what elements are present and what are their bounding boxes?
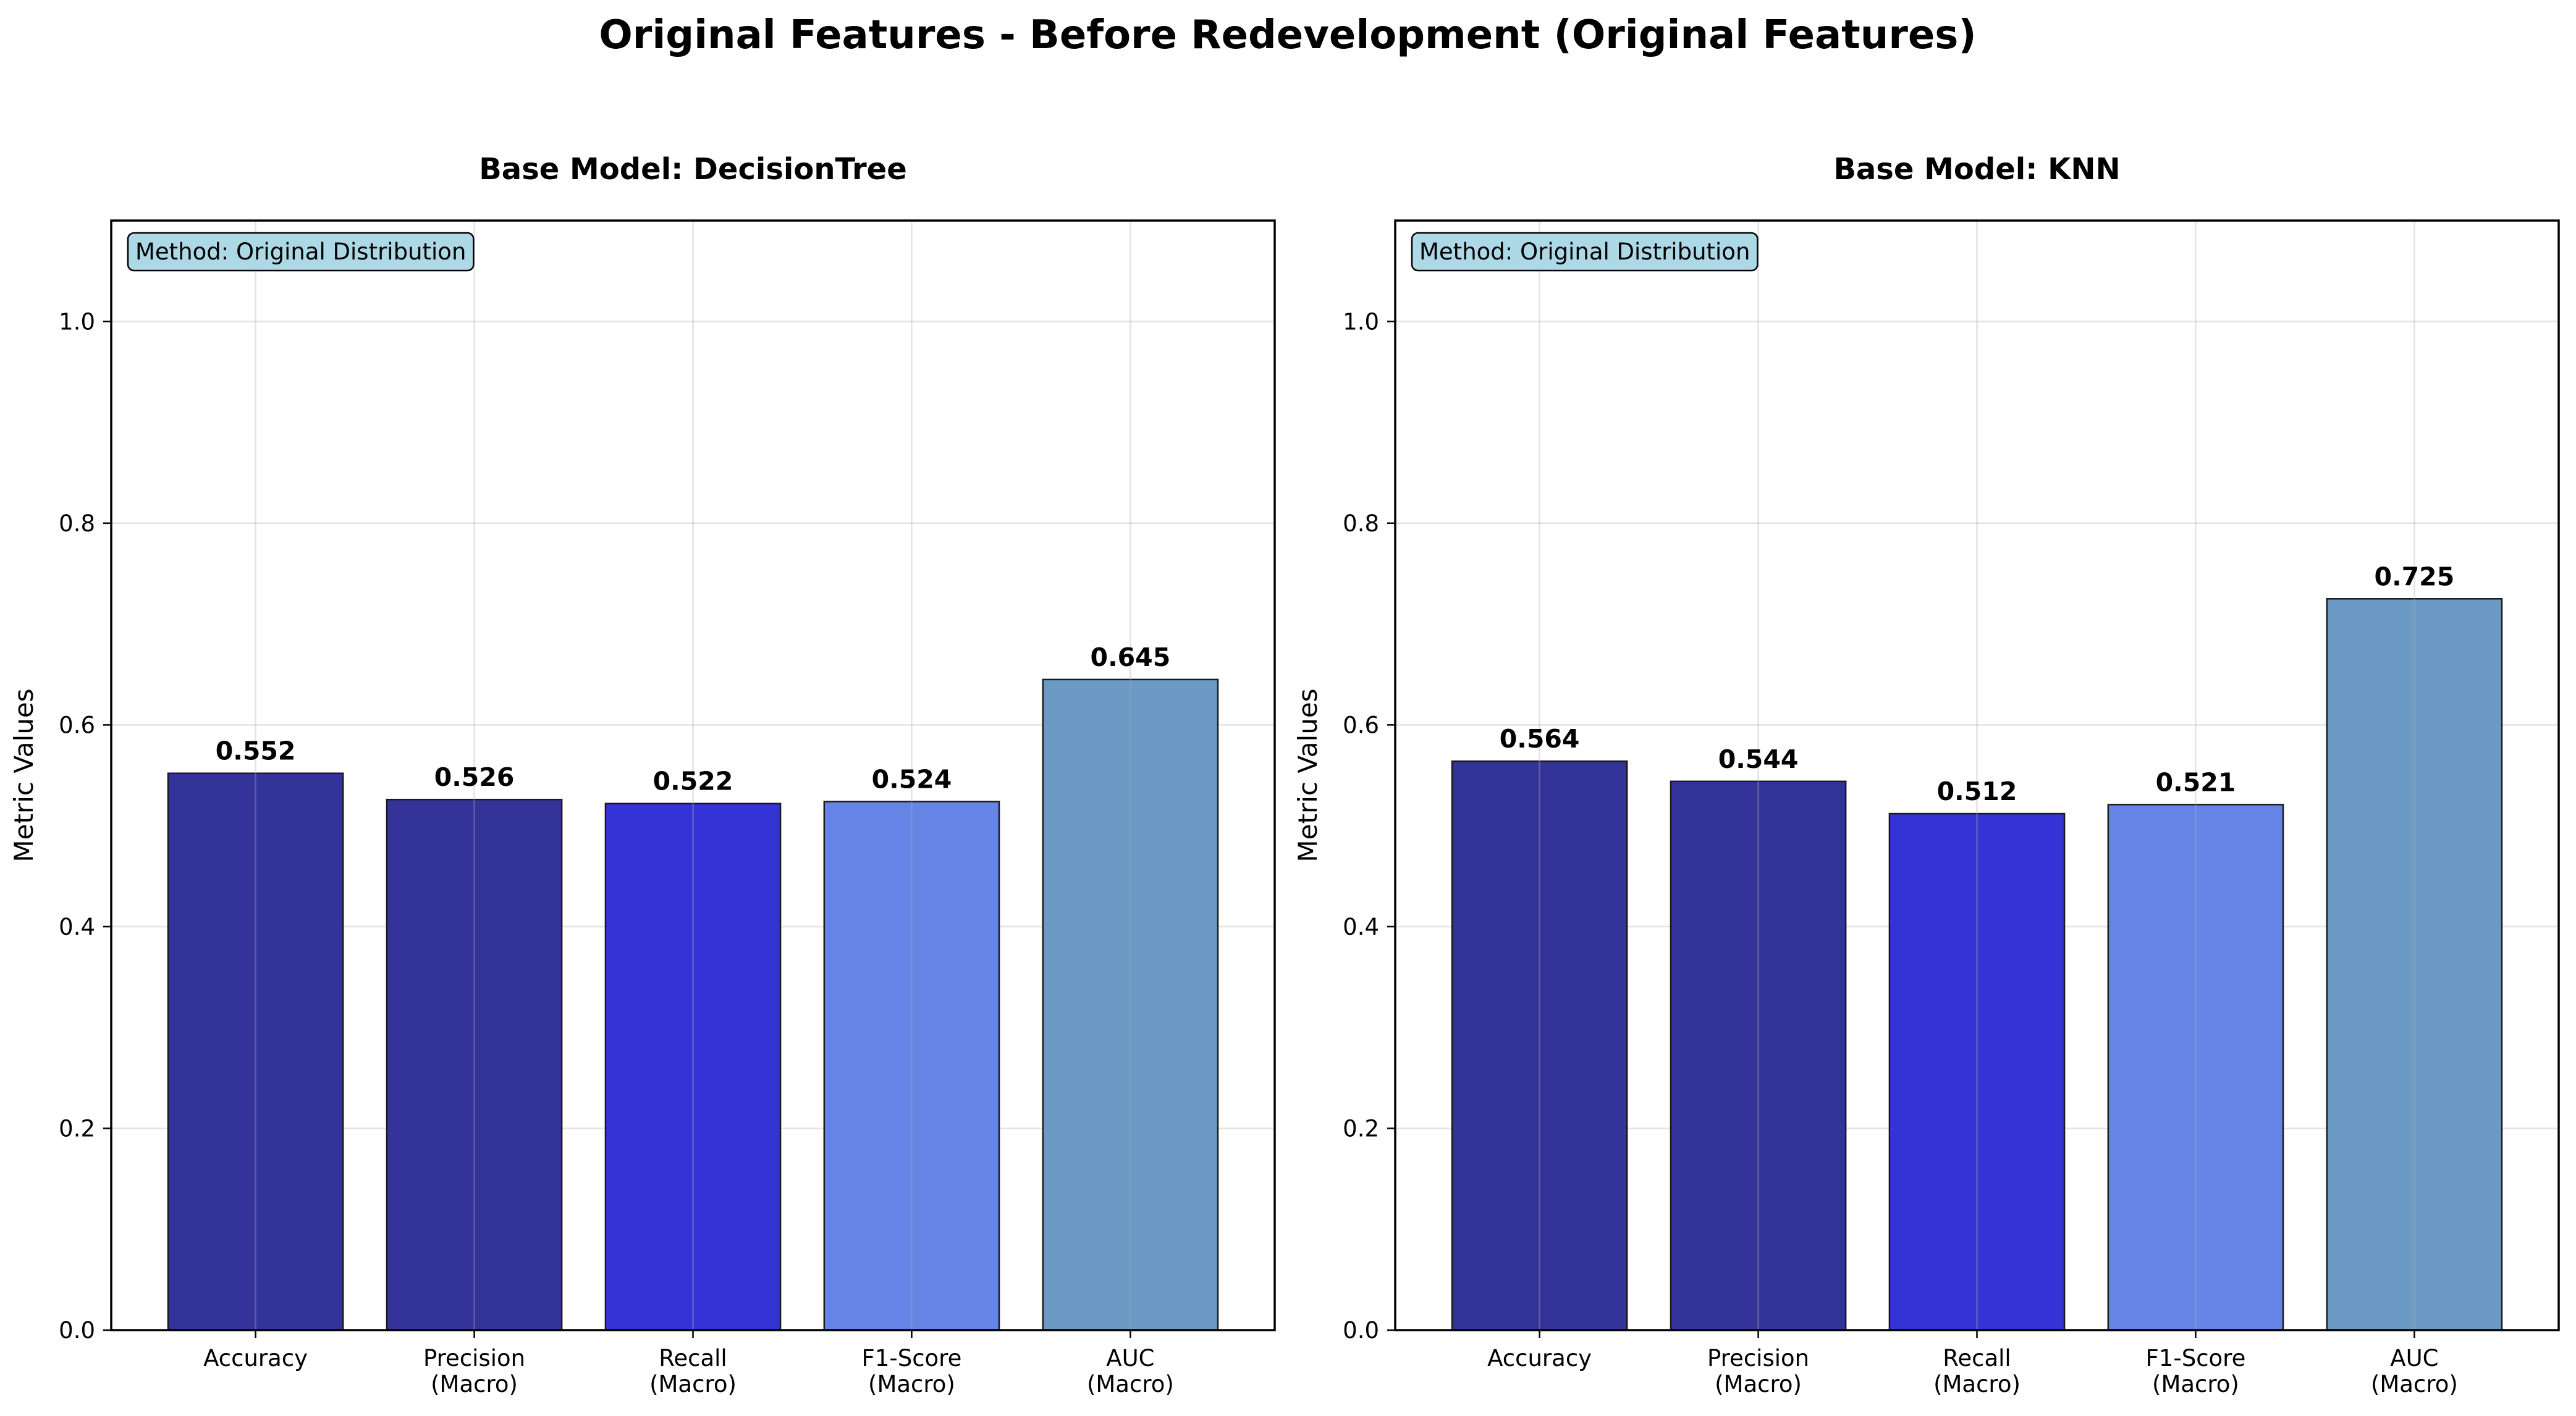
x-tick-label-line: (Macro) (1715, 1371, 1802, 1397)
x-tick-label-line: Accuracy (1487, 1345, 1592, 1372)
y-tick-label: 0.2 (59, 1115, 95, 1142)
x-tick-label-line: Precision (423, 1345, 525, 1372)
bar (604, 803, 782, 1331)
chart-panel: 0.552 0.526 0.522 0.524 0.645 0.0 0.2 0.4 0.6 0.8… (9, 152, 1276, 1397)
x-tick-label-line: (Macro) (431, 1371, 518, 1397)
value-label: 0.564 (1500, 724, 1580, 754)
y-tick-label: 1.0 (1343, 308, 1379, 335)
bar (823, 801, 1000, 1331)
x-tick-label: Recall (Macro) (649, 1345, 737, 1397)
x-tick-label-line: (Macro) (649, 1371, 737, 1397)
x-tick-label-line: (Macro) (2371, 1371, 2458, 1397)
method-annotation-box (1411, 232, 1759, 272)
y-tick-label: 0.4 (59, 914, 95, 940)
bar (386, 798, 563, 1331)
x-tick-label-line: Precision (1707, 1345, 1809, 1372)
y-tick-label: 0.0 (59, 1317, 95, 1344)
y-tick-label: 0.6 (59, 712, 95, 738)
bar (2326, 598, 2503, 1331)
x-tick-label: Accuracy (203, 1345, 308, 1372)
x-tick-label: AUC (Macro) (2371, 1345, 2458, 1397)
x-tick-label-line: AUC (2390, 1345, 2438, 1372)
x-tick-label: Precision (Macro) (1707, 1345, 1809, 1397)
y-tick-label: 0.0 (1343, 1317, 1379, 1344)
method-annotation-box (127, 232, 475, 272)
x-tick-label-line: F1-Score (862, 1345, 962, 1372)
value-label: 0.526 (434, 762, 515, 792)
y-axis-label: Metric Values (9, 688, 39, 862)
x-tick-label: F1-Score (Macro) (862, 1345, 962, 1397)
method-annotation-text: Method: Original Distribution (135, 238, 466, 265)
x-tick-label-line: Accuracy (203, 1345, 308, 1372)
bar (167, 772, 344, 1331)
x-tick-label: Accuracy (1487, 1345, 1592, 1372)
x-tick-label-line: (Macro) (2152, 1371, 2239, 1397)
x-tick-label: AUC (Macro) (1087, 1345, 1174, 1397)
value-label: 0.725 (2375, 562, 2455, 591)
y-tick-label: 0.2 (1343, 1115, 1379, 1142)
x-tick-label-line: AUC (1106, 1345, 1154, 1372)
x-tick-label-line: (Macro) (1087, 1371, 1174, 1397)
bar (2107, 804, 2284, 1331)
y-tick-label: 0.6 (1343, 712, 1379, 738)
y-tick-label: 0.8 (1343, 510, 1379, 537)
x-tick-label: Precision (Macro) (423, 1345, 525, 1397)
x-tick-label: F1-Score (Macro) (2146, 1345, 2246, 1397)
bar (1888, 812, 2066, 1331)
y-tick-label: 1.0 (59, 308, 95, 335)
bar (1042, 678, 1219, 1331)
x-tick-label: Recall (Macro) (1933, 1345, 2021, 1397)
bar (1670, 780, 1847, 1331)
figure-title: Original Features - Before Redevelopment… (599, 12, 1976, 58)
y-tick-label: 0.4 (1343, 914, 1379, 940)
chart-panel: 0.564 0.544 0.512 0.521 0.725 0.0 0.2 0.4 0.6 0.8… (1293, 152, 2560, 1397)
value-label: 0.645 (1091, 643, 1171, 672)
method-annotation: Method: Original Distribution (1411, 232, 1759, 272)
bar (1451, 760, 1628, 1331)
value-label: 0.544 (1718, 744, 1799, 774)
x-tick-label-line: (Macro) (1933, 1371, 2021, 1397)
x-tick-label-line: (Macro) (868, 1371, 955, 1397)
x-tick-label-line: Recall (659, 1345, 727, 1372)
value-label: 0.522 (653, 767, 733, 796)
value-label: 0.521 (2156, 767, 2236, 797)
x-tick-label-line: Recall (1943, 1345, 2011, 1372)
method-annotation: Method: Original Distribution (127, 232, 475, 272)
y-tick-label: 0.8 (59, 510, 95, 537)
value-label: 0.552 (216, 736, 296, 766)
chart-title: Base Model: KNN (1833, 152, 2120, 187)
x-tick-label-line: F1-Score (2146, 1345, 2246, 1372)
chart-title: Base Model: DecisionTree (479, 152, 907, 187)
value-label: 0.524 (872, 764, 952, 794)
method-annotation-text: Method: Original Distribution (1419, 238, 1750, 265)
value-label: 0.512 (1937, 777, 2017, 806)
y-axis-label: Metric Values (1293, 688, 1323, 862)
